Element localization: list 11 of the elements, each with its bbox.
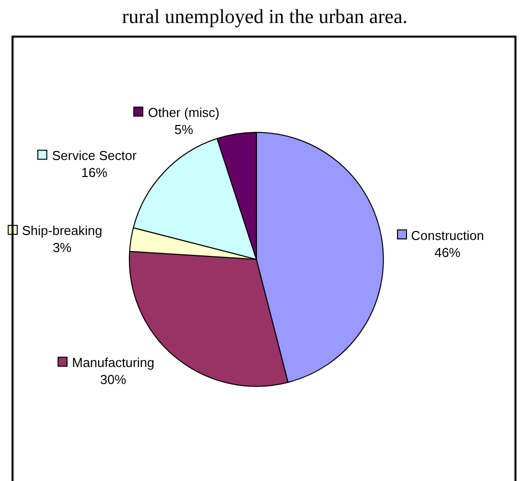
legend-label: Service Sector bbox=[52, 148, 138, 163]
data-label: 46% bbox=[434, 244, 461, 260]
data-label: 30% bbox=[100, 372, 127, 387]
legend-label: Construction bbox=[411, 228, 484, 243]
chart-title: rural unemployed in the urban area. bbox=[122, 6, 408, 28]
legend-label: Ship-breaking bbox=[22, 223, 102, 238]
legend-label: Manufacturing bbox=[72, 355, 154, 370]
data-label: 5% bbox=[174, 122, 194, 137]
data-label: 16% bbox=[81, 164, 108, 180]
legend-label: Other (misc) bbox=[148, 105, 220, 120]
data-label: 3% bbox=[52, 240, 72, 255]
